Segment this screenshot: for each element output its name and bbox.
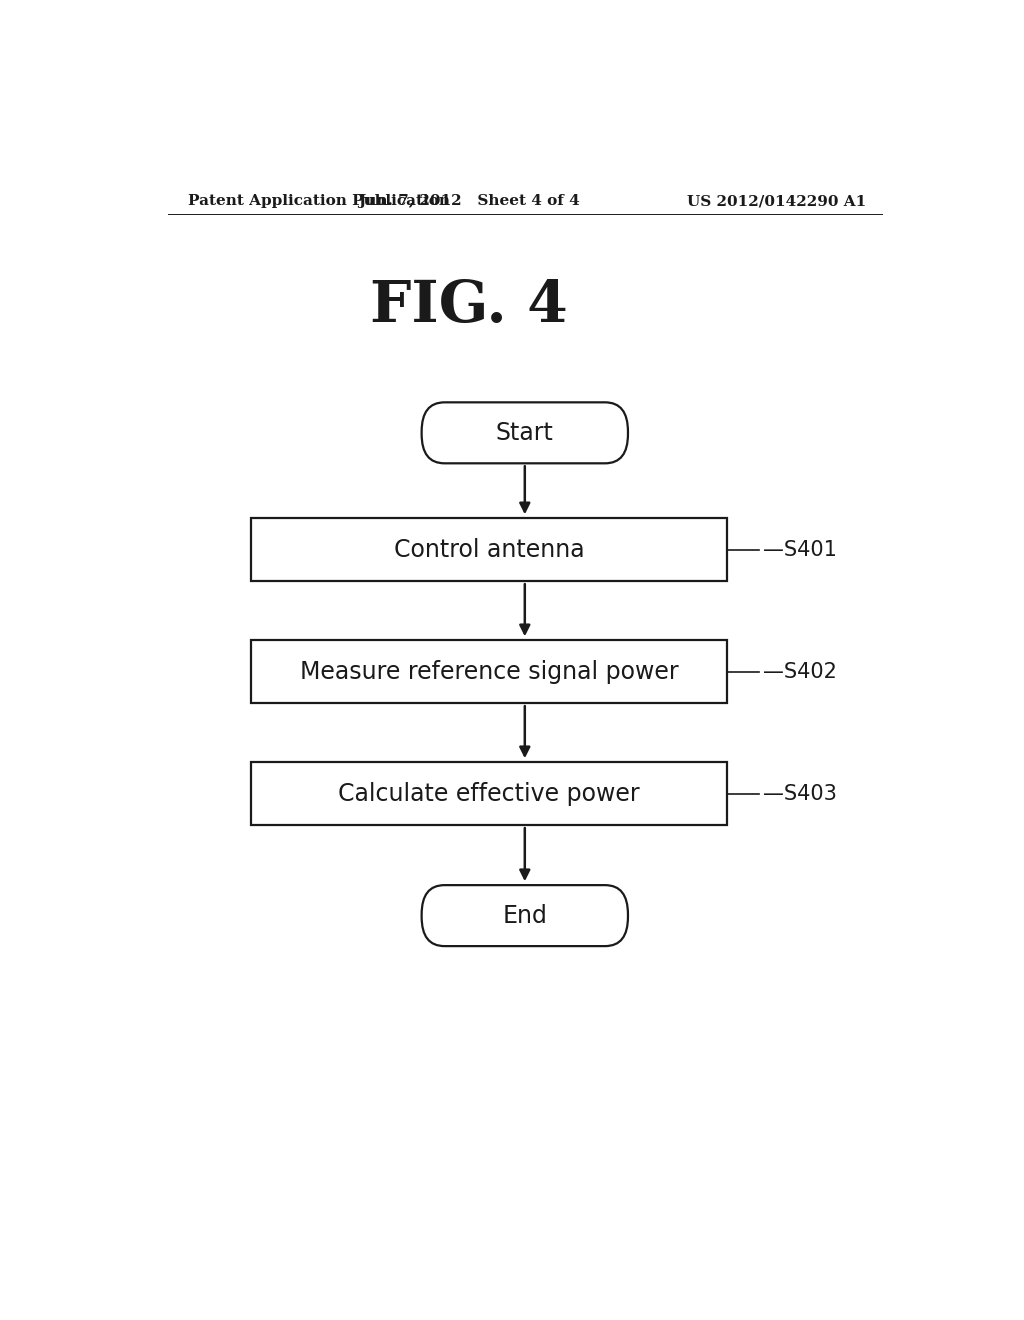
FancyBboxPatch shape (251, 762, 727, 825)
Text: Start: Start (496, 421, 554, 445)
Text: End: End (503, 904, 547, 928)
Text: —S401: —S401 (763, 540, 837, 560)
FancyBboxPatch shape (251, 519, 727, 581)
Text: Patent Application Publication: Patent Application Publication (187, 194, 450, 209)
Text: Jun. 7, 2012   Sheet 4 of 4: Jun. 7, 2012 Sheet 4 of 4 (358, 194, 581, 209)
Text: Control antenna: Control antenna (394, 537, 585, 562)
FancyBboxPatch shape (422, 886, 628, 946)
Text: —S403: —S403 (763, 784, 837, 804)
FancyBboxPatch shape (251, 640, 727, 704)
Text: Calculate effective power: Calculate effective power (338, 781, 640, 805)
Text: —S402: —S402 (763, 661, 837, 681)
FancyBboxPatch shape (422, 403, 628, 463)
Text: Measure reference signal power: Measure reference signal power (300, 660, 679, 684)
Text: FIG. 4: FIG. 4 (371, 277, 568, 334)
Text: US 2012/0142290 A1: US 2012/0142290 A1 (687, 194, 866, 209)
